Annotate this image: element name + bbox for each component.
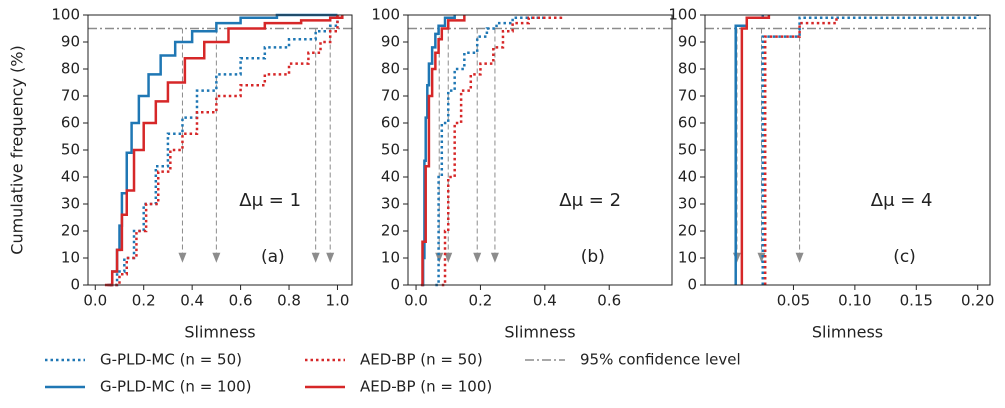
y-tick-label: 100 (668, 6, 697, 24)
cdf-line (761, 15, 979, 285)
y-tick-label: 40 (381, 168, 400, 186)
y-tick-label: 80 (678, 60, 697, 78)
y-tick-label: 80 (61, 60, 80, 78)
x-tick-label: 0.0 (83, 292, 107, 310)
y-tick-label: 30 (678, 195, 697, 213)
y-tick-label: 50 (61, 141, 80, 159)
legend-label: 95% confidence level (580, 351, 741, 369)
x-tick-label: 0.6 (597, 292, 621, 310)
y-tick-label: 0 (70, 276, 80, 294)
y-tick-label: 30 (61, 195, 80, 213)
cdf-line (763, 15, 838, 285)
y-tick-label: 20 (678, 222, 697, 240)
y-tick-label: 80 (381, 60, 400, 78)
y-tick-label: 90 (678, 33, 697, 51)
x-tick-label: 0.05 (777, 292, 810, 310)
y-tick-label: 100 (51, 6, 80, 24)
annotation: Δμ = 2 (559, 190, 621, 211)
cdf-line (734, 15, 764, 285)
cdf-line (441, 15, 563, 287)
x-tick-label: 0.2 (132, 292, 156, 310)
arrow-head (435, 252, 444, 263)
x-axis-label: Slimness (812, 323, 883, 342)
arrow-head (490, 252, 499, 263)
y-tick-label: 60 (61, 114, 80, 132)
y-tick-label: 40 (61, 168, 80, 186)
x-tick-label: 1.0 (326, 292, 350, 310)
y-tick-label: 40 (678, 168, 697, 186)
legend-label: G-PLD-MC (n = 50) (100, 351, 242, 369)
cdf-line (435, 15, 547, 287)
x-tick-label: 0.15 (900, 292, 933, 310)
arrow-head (178, 252, 187, 263)
y-tick-label: 70 (61, 87, 80, 105)
y-tick-label: 90 (61, 33, 80, 51)
y-tick-label: 10 (61, 249, 80, 267)
y-tick-label: 10 (678, 249, 697, 267)
y-tick-label: 70 (678, 87, 697, 105)
panel-label: (b) (581, 247, 605, 267)
y-tick-label: 10 (381, 249, 400, 267)
arrow-head (473, 252, 482, 263)
y-tick-label: 90 (381, 33, 400, 51)
y-tick-label: 60 (678, 114, 697, 132)
y-tick-label: 100 (371, 6, 400, 24)
x-axis-label: Slimness (504, 323, 575, 342)
legend-label: G-PLD-MC (n = 100) (100, 378, 252, 396)
cdf-line (104, 15, 344, 287)
x-tick-label: 0.8 (277, 292, 301, 310)
y-tick-label: 50 (678, 141, 697, 159)
arrow-head (212, 252, 221, 263)
x-axis-label: Slimness (184, 323, 255, 342)
y-tick-label: 0 (687, 276, 697, 294)
cdf-line (420, 15, 466, 287)
cdf-line (740, 15, 771, 285)
axes-frame (87, 14, 353, 286)
arrow-head (311, 252, 320, 263)
y-tick-label: 0 (390, 276, 400, 294)
panel-label: (a) (261, 247, 285, 267)
legend-label: AED-BP (n = 100) (360, 378, 492, 396)
cdf-line (421, 15, 456, 287)
arrow-head (795, 252, 804, 263)
y-tick-label: 70 (381, 87, 400, 105)
axes-frame (704, 14, 991, 286)
annotation: Δμ = 1 (239, 190, 301, 211)
x-tick-label: 0.4 (180, 292, 204, 310)
axes-frame (407, 14, 673, 286)
y-tick-label: 20 (381, 222, 400, 240)
cdf-line (109, 15, 339, 287)
x-tick-label: 0.20 (961, 292, 994, 310)
arrow-head (326, 252, 335, 263)
y-tick-label: 50 (381, 141, 400, 159)
y-axis-label: Cumulative frequency (%) (8, 45, 27, 254)
x-tick-label: 0.10 (838, 292, 871, 310)
y-tick-label: 20 (61, 222, 80, 240)
x-tick-label: 0.2 (469, 292, 493, 310)
annotation: Δμ = 4 (871, 190, 933, 211)
legend-label: AED-BP (n = 50) (360, 351, 483, 369)
panel-label: (c) (893, 247, 916, 267)
x-tick-label: 0.0 (404, 292, 428, 310)
x-tick-label: 0.6 (229, 292, 253, 310)
y-tick-label: 30 (381, 195, 400, 213)
x-tick-label: 0.4 (533, 292, 557, 310)
y-tick-label: 60 (381, 114, 400, 132)
